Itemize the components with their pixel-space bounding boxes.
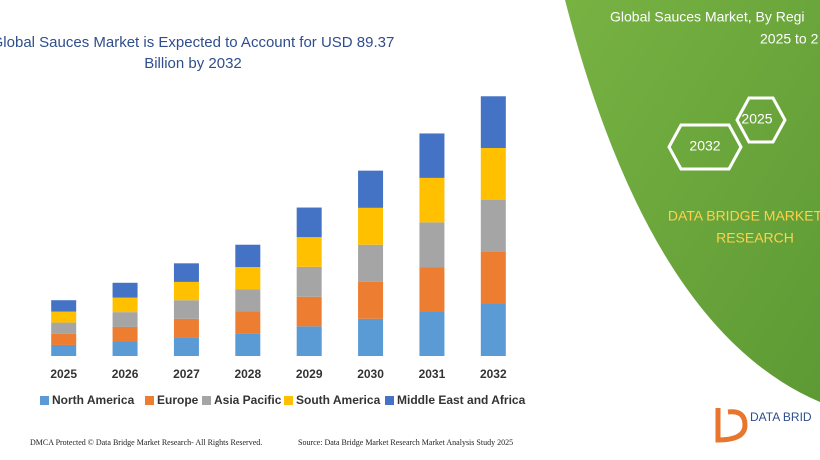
bar-segment bbox=[419, 133, 445, 178]
bar-segment bbox=[112, 312, 138, 327]
bar-segment bbox=[296, 266, 322, 297]
panel-title: 2025 to 2 bbox=[760, 31, 819, 47]
bar-segment bbox=[296, 296, 322, 327]
legend-label: Europe bbox=[157, 393, 199, 407]
bar-segment bbox=[51, 311, 77, 323]
x-tick-label: 2032 bbox=[480, 367, 507, 381]
footer-left: DMCA Protected © Data Bridge Market Rese… bbox=[30, 438, 262, 447]
bar-segment bbox=[480, 251, 506, 304]
bar-segment bbox=[419, 311, 445, 356]
x-tick-label: 2030 bbox=[357, 367, 384, 381]
hexagon-label: 2025 bbox=[741, 111, 772, 127]
bar-segment bbox=[112, 341, 138, 356]
bar-segment bbox=[51, 322, 77, 334]
bar-segment bbox=[112, 297, 138, 313]
bar-segment bbox=[51, 333, 77, 345]
panel-title: Global Sauces Market, By Regi bbox=[610, 9, 805, 25]
x-tick-label: 2031 bbox=[419, 367, 446, 381]
legend-label: Asia Pacific bbox=[214, 393, 282, 407]
legend-swatch bbox=[385, 396, 394, 405]
x-tick-label: 2029 bbox=[296, 367, 323, 381]
brand-text: DATA BRIDGE MARKET bbox=[668, 208, 820, 224]
bar-segment bbox=[358, 207, 384, 245]
bar-segment bbox=[296, 237, 322, 267]
legend-swatch bbox=[284, 396, 293, 405]
legend-label: Middle East and Africa bbox=[397, 393, 526, 407]
side-panel-bg bbox=[565, 0, 820, 402]
bar-segment bbox=[173, 300, 199, 319]
bar-segment bbox=[173, 337, 199, 356]
bar-segment bbox=[480, 199, 506, 252]
hexagon bbox=[667, 123, 743, 171]
bar-segment bbox=[112, 282, 138, 298]
bar-segment bbox=[480, 303, 506, 356]
bar-segment bbox=[419, 222, 445, 268]
bar-segment bbox=[173, 318, 199, 338]
x-tick-label: 2027 bbox=[173, 367, 200, 381]
chart-title: Billion by 2032 bbox=[144, 55, 242, 72]
footer-right: Source: Data Bridge Market Research Mark… bbox=[298, 438, 513, 447]
x-tick-label: 2025 bbox=[50, 367, 77, 381]
bar-segment bbox=[419, 267, 445, 312]
brand-text: RESEARCH bbox=[716, 230, 794, 246]
bar-segment bbox=[235, 244, 261, 268]
legend-label: South America bbox=[296, 393, 381, 407]
hexagon-label: 2032 bbox=[689, 138, 720, 154]
bar-segment bbox=[173, 263, 199, 282]
legend-swatch bbox=[145, 396, 154, 405]
bar-segment bbox=[112, 326, 138, 342]
x-tick-label: 2028 bbox=[234, 367, 261, 381]
bar-segment bbox=[358, 281, 384, 319]
bar-segment bbox=[419, 177, 445, 223]
hexagon bbox=[735, 96, 787, 144]
bar-segment bbox=[296, 207, 322, 238]
x-tick-label: 2026 bbox=[112, 367, 139, 381]
bar-segment bbox=[235, 333, 261, 356]
legend-swatch bbox=[202, 396, 211, 405]
bar-segment bbox=[358, 170, 384, 208]
bar-segment bbox=[51, 300, 77, 312]
bar-segment bbox=[51, 344, 77, 356]
bar-segment bbox=[235, 289, 261, 312]
bar-segment bbox=[173, 281, 199, 301]
logo-text: DATA BRID bbox=[750, 410, 812, 424]
legend-swatch bbox=[40, 396, 49, 405]
logo-icon bbox=[715, 408, 748, 443]
bar-segment bbox=[480, 96, 506, 148]
legend-label: North America bbox=[52, 393, 135, 407]
bar-segment bbox=[235, 267, 261, 290]
bar-segment bbox=[480, 147, 506, 200]
bar-segment bbox=[358, 318, 384, 356]
chart-title: Global Sauces Market is Expected to Acco… bbox=[0, 34, 394, 51]
bar-segment bbox=[358, 244, 384, 282]
bar-segment bbox=[296, 326, 322, 356]
bar-segment bbox=[235, 311, 261, 334]
